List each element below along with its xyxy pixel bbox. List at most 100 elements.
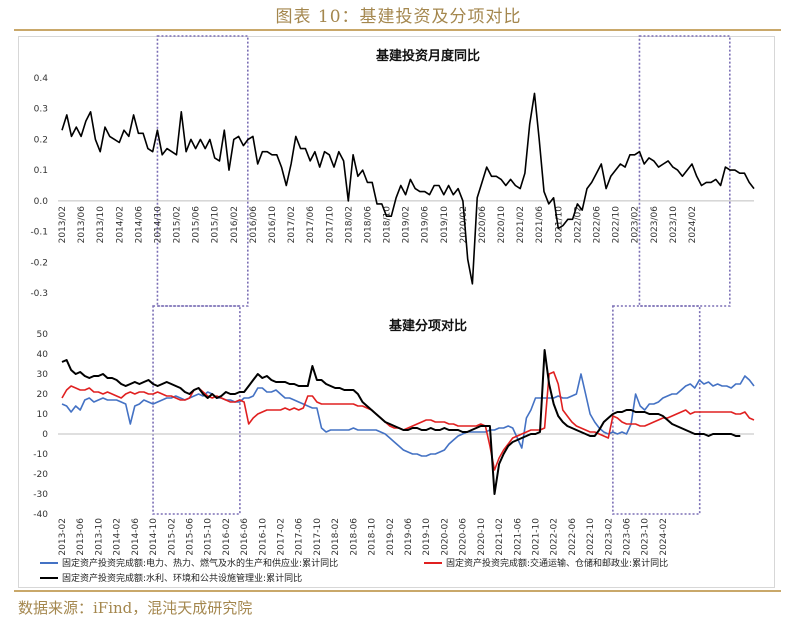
y-tick-label: -0.2 xyxy=(30,258,48,268)
x-tick-label: 2018-10 xyxy=(368,518,378,556)
x-tick-label: 2019/02 xyxy=(402,206,412,243)
chart-title: 基建分项对比 xyxy=(388,318,467,334)
figure-title: 图表 10：基建投资及分项对比 xyxy=(275,7,522,27)
x-tick-label: 2013-10 xyxy=(94,518,104,556)
x-tick-label: 2019/10 xyxy=(440,206,450,244)
x-tick-label: 2024-02 xyxy=(659,518,669,556)
x-tick-label: 2015-02 xyxy=(167,518,177,556)
x-tick-label: 2018/06 xyxy=(363,206,373,244)
x-tick-label: 2023-06 xyxy=(623,518,633,556)
y-tick-label: 40 xyxy=(37,350,49,360)
highlight-box xyxy=(156,35,249,307)
x-tick-label: 2014-02 xyxy=(113,518,123,556)
x-tick-label: 2017-06 xyxy=(295,518,305,556)
highlight-box xyxy=(638,35,731,307)
x-tick-label: 2020-06 xyxy=(459,518,469,556)
legend-label: 固定资产投资完成额:交通运输、仓储和邮政业:累计同比 xyxy=(446,557,668,569)
x-tick-label: 2015-06 xyxy=(185,518,195,556)
chart-frame xyxy=(18,36,775,588)
y-tick-label: -20 xyxy=(33,470,48,480)
y-tick-label: 0.3 xyxy=(34,105,48,115)
x-tick-label: 2021-02 xyxy=(495,518,505,556)
x-tick-label: 2013/06 xyxy=(77,206,87,244)
x-tick-label: 2014/06 xyxy=(134,206,144,244)
x-tick-label: 2015/06 xyxy=(192,206,202,244)
x-tick-label: 2023/06 xyxy=(650,206,660,244)
source-note: 数据来源：iFind，混沌天成研究院 xyxy=(18,599,253,617)
y-tick-label: -0.3 xyxy=(30,289,48,299)
chart-monthly-yoy: 基建投资月度同比 0.4 0.3 0.2 0.1 0.0 -0.1 -0.2 -0.3 2013/… xyxy=(30,35,755,307)
x-tick-label: 2018-06 xyxy=(349,518,359,556)
x-tick-label: 2015/02 xyxy=(173,206,183,243)
x-tick-label: 2022/10 xyxy=(612,206,622,244)
x-tick-label: 2018/02 xyxy=(344,206,354,243)
chart-title: 基建投资月度同比 xyxy=(375,48,480,64)
x-tick-label: 2020/06 xyxy=(478,206,488,244)
x-tick-label: 2022/02 xyxy=(573,206,583,243)
y-tick-label: -40 xyxy=(33,510,48,520)
x-tick-label: 2023/02 xyxy=(631,206,641,243)
highlight-box xyxy=(612,305,701,515)
x-tick-label: 2023-02 xyxy=(604,518,614,556)
x-tick-label: 2020-02 xyxy=(440,518,450,556)
bottom-rule xyxy=(14,590,781,592)
x-tick-label: 2014-10 xyxy=(149,518,159,556)
x-tick-label: 2017-10 xyxy=(313,518,323,556)
x-tick-label: 2020/02 xyxy=(459,206,469,243)
y-tick-label: -30 xyxy=(33,490,48,500)
x-tick-label: 2017/06 xyxy=(306,206,316,244)
x-tick-label: 2015/10 xyxy=(211,206,221,244)
x-tick-label: 2013-02 xyxy=(58,518,68,556)
x-tick-label: 2015-10 xyxy=(204,518,214,556)
x-tick-label: 2021/10 xyxy=(554,206,564,244)
x-tick-label: 2017-02 xyxy=(277,518,287,556)
x-tick-label: 2020-10 xyxy=(477,518,487,556)
y-tick-label: 0 xyxy=(42,430,48,440)
legend: 固定资产投资完成额:电力、热力、燃气及水的生产和供应业:累计同比 固定资产投资完成… xyxy=(40,557,668,584)
series-line xyxy=(61,349,741,495)
x-tick-label: 2017/10 xyxy=(325,206,335,244)
x-tick-label: 2022/06 xyxy=(593,206,603,244)
y-tick-label: 0.1 xyxy=(34,166,48,176)
x-tick-label: 2019-02 xyxy=(386,518,396,556)
y-tick-label: -10 xyxy=(33,450,48,460)
x-tick-label: 2022-02 xyxy=(550,518,560,556)
legend-label: 固定资产投资完成额:电力、热力、燃气及水的生产和供应业:累计同比 xyxy=(62,557,338,569)
highlight-box xyxy=(152,305,241,515)
x-tick-label: 2018-02 xyxy=(331,518,341,556)
x-tick-label: 2019/06 xyxy=(421,206,431,244)
series-line xyxy=(61,373,755,457)
x-tick-label: 2013/10 xyxy=(96,206,106,244)
x-tick-label: 2014/10 xyxy=(153,206,163,244)
legend-label: 固定资产投资完成额:水利、环境和公共设施管理业:累计同比 xyxy=(62,572,302,584)
x-tick-label: 2014-06 xyxy=(131,518,141,556)
y-tick-label: 10 xyxy=(37,410,49,420)
x-tick-label: 2021-10 xyxy=(531,518,541,556)
y-tick-label: 0.4 xyxy=(34,74,49,84)
x-tick-label: 2018/10 xyxy=(383,206,393,244)
chart-subsector-comparison: 基建分项对比 50 40 30 20 10 0 -10 -20 -30 -40 2013-02 2013… xyxy=(33,305,755,556)
x-tick-label: 2022-10 xyxy=(586,518,596,556)
x-tick-label: 2013/02 xyxy=(58,206,68,243)
x-tick-label: 2017/02 xyxy=(287,206,297,243)
x-tick-label: 2016-02 xyxy=(222,518,232,556)
y-tick-label: 0.0 xyxy=(34,197,49,207)
x-tick-label: 2021/06 xyxy=(535,206,545,244)
y-tick-label: 20 xyxy=(37,390,49,400)
x-tick-label: 2024/02 xyxy=(688,206,698,243)
x-tick-label: 2019-06 xyxy=(404,518,414,556)
x-tick-label: 2016-06 xyxy=(240,518,250,556)
x-tick-label: 2019-10 xyxy=(422,518,432,556)
y-tick-label: 50 xyxy=(37,330,49,340)
series-line xyxy=(61,371,755,471)
x-tick-label: 2022-06 xyxy=(568,518,578,556)
x-tick-label: 2023/10 xyxy=(669,206,679,244)
x-tick-label: 2016/10 xyxy=(268,206,278,244)
x-tick-label: 2021/02 xyxy=(516,206,526,243)
x-tick-label: 2021-06 xyxy=(513,518,523,556)
top-rule xyxy=(14,29,781,31)
x-tick-label: 2016/02 xyxy=(230,206,240,243)
series-line xyxy=(61,92,755,285)
y-tick-label: -0.1 xyxy=(30,228,48,238)
